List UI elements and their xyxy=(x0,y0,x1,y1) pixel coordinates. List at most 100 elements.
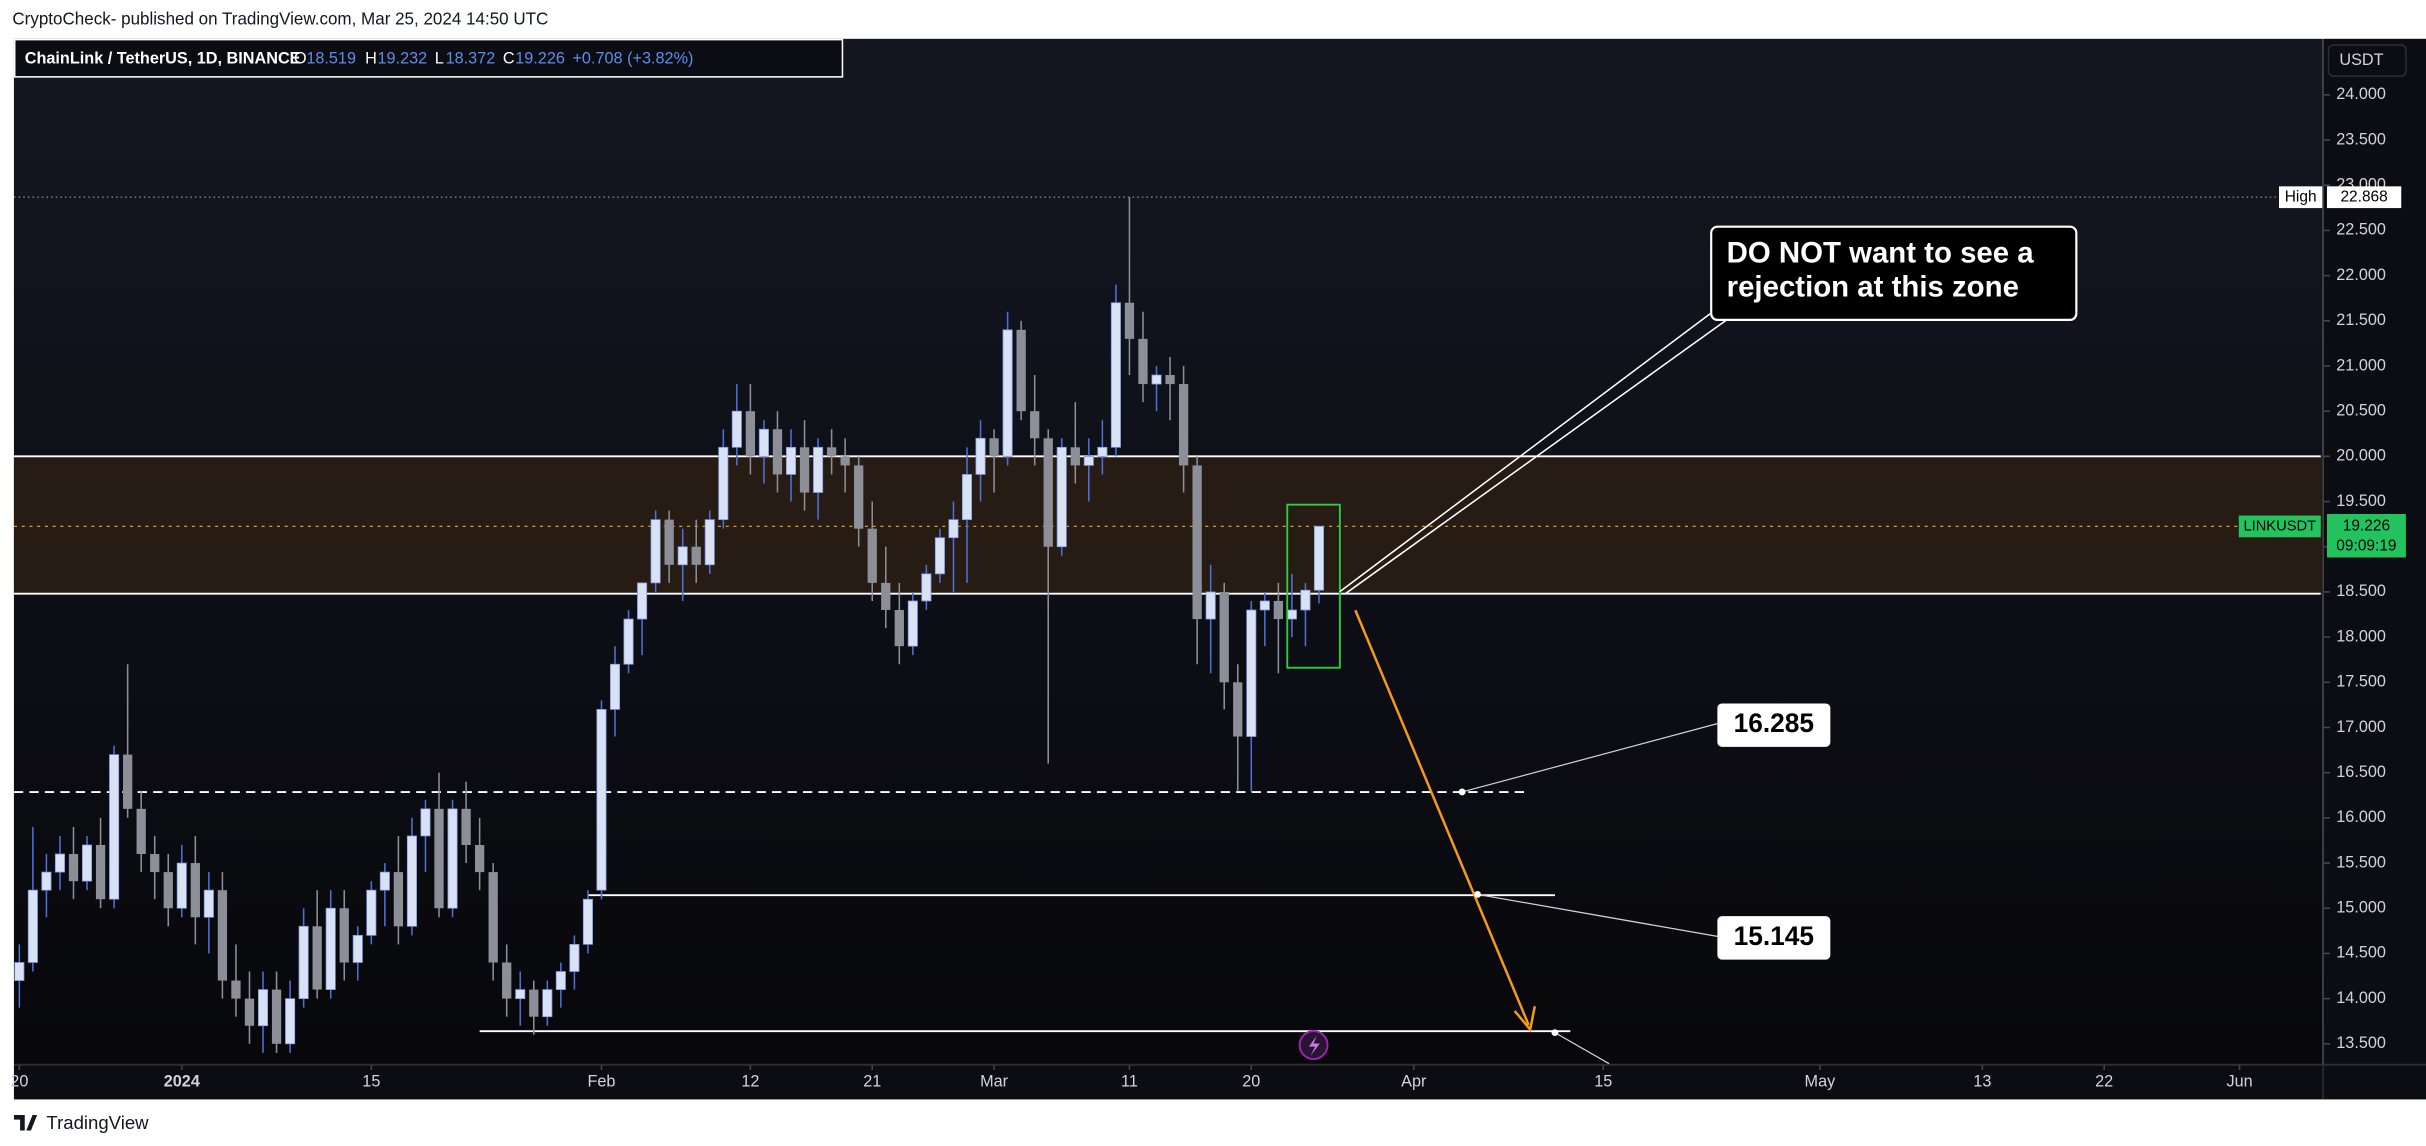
candle-body xyxy=(190,863,200,918)
candle-body xyxy=(366,889,377,936)
candle-body xyxy=(1219,591,1229,683)
y-tick-label: 20.000 xyxy=(2336,447,2386,465)
candle-body xyxy=(1300,589,1311,611)
x-tick-label: 15 xyxy=(1594,1073,1612,1091)
candle-body xyxy=(813,446,824,493)
candle-body xyxy=(434,808,444,909)
symbol: ChainLink / TetherUS, 1D, BINANCE xyxy=(25,49,301,67)
candle-body xyxy=(379,871,390,891)
legend-key: C xyxy=(503,49,515,67)
candle-body xyxy=(461,808,471,845)
y-tick-label: 13.500 xyxy=(2336,1034,2386,1052)
candle-body xyxy=(352,934,363,963)
x-tick-label: Apr xyxy=(1401,1073,1427,1091)
legend-change: +0.708 (+3.82%) xyxy=(572,49,693,67)
x-tick-label: 21 xyxy=(863,1073,881,1091)
candle-body xyxy=(136,808,146,855)
legend-key: O xyxy=(294,49,307,67)
candle-body xyxy=(1313,525,1325,591)
candle-body xyxy=(772,429,783,475)
candle-body xyxy=(488,872,498,963)
candle-body xyxy=(1110,302,1121,448)
candle-body xyxy=(840,456,850,466)
level-label: 16.285 xyxy=(1734,708,1814,738)
x-tick-label: 13 xyxy=(1973,1073,1991,1091)
candle-body xyxy=(420,808,431,837)
x-tick-label: May xyxy=(1805,1073,1837,1091)
candle-body xyxy=(1165,375,1175,385)
y-tick-label: 15.000 xyxy=(2336,899,2386,917)
levels xyxy=(13,196,2323,1033)
candle-body xyxy=(1192,465,1202,620)
candle-body xyxy=(1030,411,1040,439)
label-connector xyxy=(1477,893,1718,937)
last-price-box xyxy=(2326,513,2406,558)
candle-body xyxy=(1233,682,1243,737)
candle-body xyxy=(1246,609,1257,737)
y-tick-label: 14.500 xyxy=(2336,944,2386,962)
candle-body xyxy=(339,908,349,963)
candle-body xyxy=(176,862,187,909)
y-tick-label: 23.500 xyxy=(2336,130,2386,148)
callout-connector xyxy=(1339,309,1715,593)
candle-body xyxy=(285,998,296,1045)
currency: USDT xyxy=(2339,51,2383,69)
candle-body xyxy=(244,998,255,1026)
candle-body xyxy=(664,519,674,565)
candle-body xyxy=(325,907,336,990)
candle-body xyxy=(54,853,65,873)
candle-body xyxy=(623,618,634,665)
candle-body xyxy=(95,844,106,900)
last-price: 19.226 xyxy=(2343,517,2390,534)
candle-body xyxy=(921,573,932,602)
candle-body xyxy=(1016,329,1026,412)
x-tick-label: 22 xyxy=(2095,1073,2113,1091)
candle-body xyxy=(596,709,607,891)
candle-body xyxy=(989,438,999,457)
x-tick-label: Feb xyxy=(587,1073,615,1091)
x-tick-label: Jun xyxy=(2226,1073,2252,1091)
candle-body xyxy=(934,537,945,575)
candle-body xyxy=(785,446,797,475)
candle-body xyxy=(1056,446,1067,548)
candle-body xyxy=(1151,374,1162,385)
y-tick-label: 14.000 xyxy=(2336,989,2386,1007)
label-connector xyxy=(1461,723,1718,793)
x-tick-label: 20 xyxy=(1242,1073,1260,1091)
footer-text: TradingView xyxy=(46,1112,149,1133)
anchor-dot xyxy=(1551,1029,1559,1037)
x-tick-label: 20 xyxy=(10,1073,28,1091)
candle-body xyxy=(1124,302,1135,339)
candle-body xyxy=(704,519,715,566)
candle-body xyxy=(542,989,553,1018)
legend-value: 18.372 xyxy=(446,49,496,67)
y-tick-label: 22.500 xyxy=(2336,221,2386,239)
candle-body xyxy=(569,944,580,972)
countdown: 09:09:19 xyxy=(2336,538,2396,555)
level-label-box xyxy=(1717,703,1831,747)
candle-body xyxy=(799,447,810,493)
candle-body xyxy=(123,754,133,809)
candle-body xyxy=(502,962,512,999)
candle-body xyxy=(1097,446,1108,457)
x-tick-label: 2024 xyxy=(164,1073,200,1091)
symbol-tag-text: LINKUSDT xyxy=(2243,518,2316,534)
candle-body xyxy=(894,610,904,647)
candle-body xyxy=(745,411,756,457)
candle-body xyxy=(393,872,404,927)
callout-text: DO NOT want to see a xyxy=(1727,236,2035,269)
candle-body xyxy=(609,663,621,710)
level-label: 15.145 xyxy=(1734,921,1814,951)
candle-body xyxy=(1273,600,1284,620)
candle-body xyxy=(109,754,120,900)
candle-body xyxy=(27,889,38,963)
header-text: CryptoCheck- published on TradingView.co… xyxy=(12,10,548,29)
legend-key: H xyxy=(365,49,377,67)
currency-box[interactable] xyxy=(2327,44,2407,77)
y-tick-label: 19.500 xyxy=(2336,492,2386,510)
x-tick-label: 11 xyxy=(1121,1073,1138,1091)
candle-body xyxy=(867,528,877,583)
candle-body xyxy=(1002,329,1013,457)
